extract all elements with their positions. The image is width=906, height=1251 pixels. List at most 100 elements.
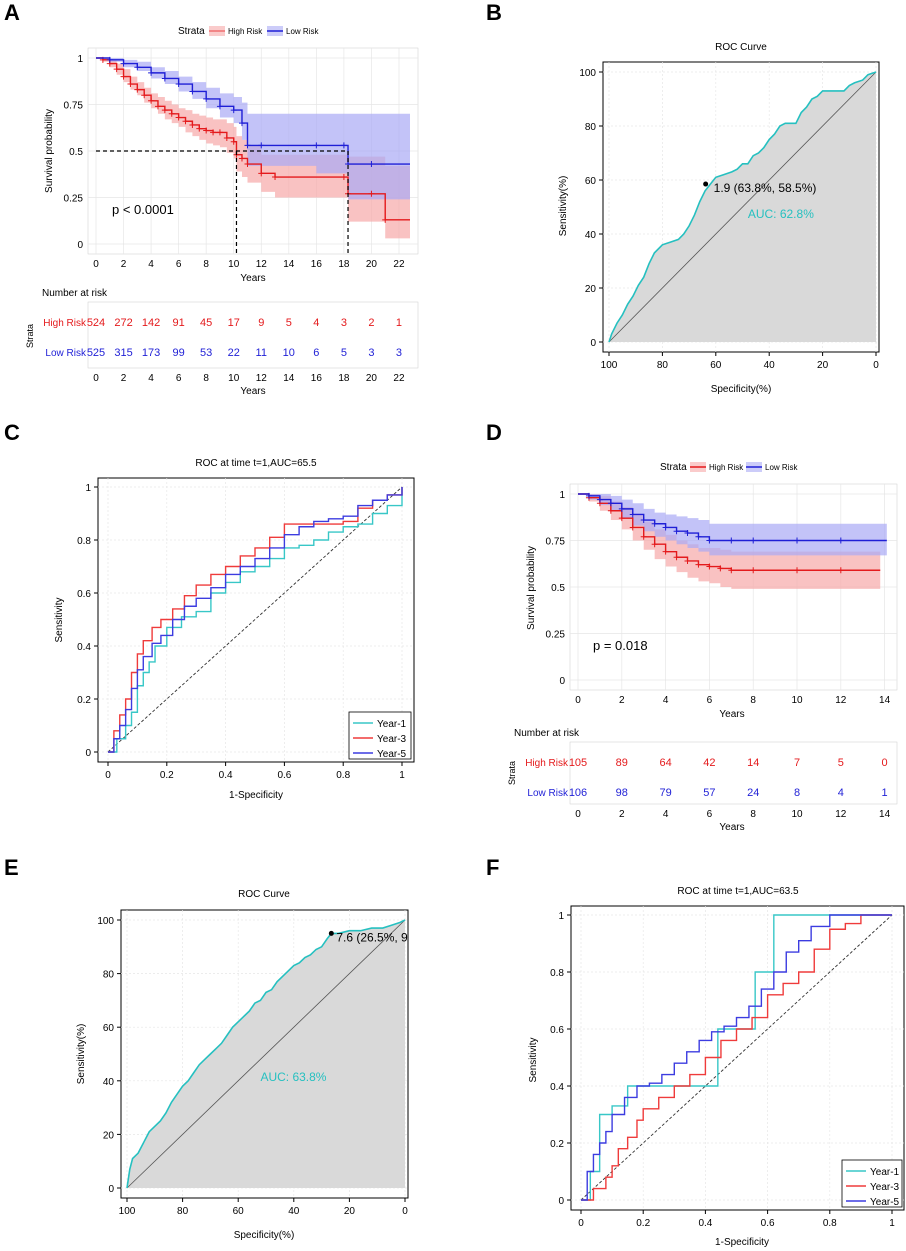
legend-label-f: Year-3 — [870, 1182, 900, 1193]
risk-count-d: 106 — [569, 787, 587, 799]
risk-count-d: 57 — [703, 787, 715, 799]
risk-x-tick-label-a: 12 — [256, 373, 268, 384]
panel-letter-a: A — [4, 0, 20, 25]
censor-mark-a — [134, 64, 141, 71]
median-lines-a — [96, 150, 349, 254]
risk-count-d: 24 — [747, 787, 759, 799]
censor-mark-a — [382, 216, 389, 223]
y-tick-label-a: 1 — [77, 54, 83, 65]
panel-b: ROC Curve 0 20 40 60 80 100 100 80 60 40 20 0 1.9 … — [558, 42, 880, 395]
curves-f — [580, 914, 893, 1201]
censor-mark-a — [368, 190, 375, 197]
censor-mark-a — [203, 95, 210, 102]
censor-mark-a — [106, 56, 113, 63]
x-ticks-d: 0 2 4 6 8 10 12 14 — [575, 695, 890, 706]
censor-mark-a — [120, 73, 127, 80]
censor-mark-a — [272, 174, 279, 181]
y-ticks-c: 0 0.2 0.4 0.6 0.8 1 — [77, 483, 98, 759]
censor-mark-a — [189, 88, 196, 95]
title-f: ROC at time t=1,AUC=63.5 — [677, 886, 799, 897]
y-tick-label-f: 0.6 — [550, 1025, 564, 1036]
auc-b: AUC: 62.8% — [748, 207, 814, 221]
x-ticks-b: 100 80 60 40 20 0 — [601, 352, 879, 371]
censor-mark-a — [216, 103, 223, 110]
y-ticks-e: 0 20 40 60 80 100 — [97, 916, 121, 1195]
panel-letter-b: B — [486, 0, 502, 25]
y-tick-label-f: 0.8 — [550, 968, 564, 979]
panel-letter-e: E — [4, 855, 19, 880]
risk-x-tick-label-a: 0 — [93, 373, 99, 384]
xlabel-f: 1-Specificity — [715, 1237, 769, 1248]
censor-mark-d — [695, 561, 702, 568]
risk-count-d: 79 — [659, 787, 671, 799]
x-tick-label-a: 18 — [338, 259, 350, 270]
x-tick-label-d: 6 — [707, 695, 713, 706]
risk-x-tick-label-a: 22 — [393, 373, 405, 384]
risk-count-d: 98 — [616, 787, 628, 799]
risk-row-label-high-a: High Risk — [43, 318, 87, 329]
x-ticks-f: 0 0.2 0.4 0.6 0.8 1 — [578, 1210, 895, 1229]
y-tick-label-e: 100 — [97, 916, 114, 927]
survival-curve-low-risk-a — [96, 57, 410, 165]
x-tick-label-f: 1 — [889, 1218, 895, 1229]
risk-count-a: 2 — [368, 317, 374, 329]
panel-letter-d: D — [486, 420, 502, 445]
y-tick-label-b: 0 — [590, 338, 596, 349]
ylabel-a: Survival probability — [44, 109, 55, 193]
censor-mark-d — [662, 548, 669, 555]
risk-table-d-xticks: 0 2 4 6 8 10 12 14 — [575, 809, 890, 820]
censor-mark-d — [640, 517, 647, 524]
risk-x-tick-label-a: 6 — [176, 373, 182, 384]
censor-mark-a — [120, 60, 127, 67]
x-tick-label-a: 0 — [93, 259, 99, 270]
y-tick-label-f: 0.4 — [550, 1082, 564, 1093]
censor-mark-a — [223, 134, 230, 141]
x-tick-label-f: 0 — [578, 1218, 584, 1229]
risk-count-d: 42 — [703, 757, 715, 769]
risk-x-tick-label-a: 4 — [148, 373, 154, 384]
title-c: ROC at time t=1,AUC=65.5 — [195, 458, 317, 469]
censor-mark-d — [706, 537, 713, 544]
y-ticks-f: 0 0.2 0.4 0.6 0.8 1 — [550, 911, 571, 1207]
risk-table-a-xticks: 0 2 4 6 8 10 12 14 16 18 20 22 — [93, 373, 405, 384]
risk-table-d-xlabel: Years — [719, 822, 744, 833]
xlabel-d: Years — [719, 709, 744, 720]
censor-mark-a — [175, 81, 182, 88]
auc-e: AUC: 63.8% — [260, 1070, 326, 1084]
legend-c: Year-1 Year-3 Year-5 — [348, 711, 412, 760]
legend-d-low-label: Low Risk — [765, 463, 798, 472]
y-tick-label-c: 1 — [85, 483, 91, 494]
roc-curve-year-5-f — [581, 914, 892, 1201]
legend-a-high-label: High Risk — [228, 27, 263, 36]
x-tick-label-b: 40 — [764, 360, 776, 371]
censor-mark-d — [618, 505, 625, 512]
x-ticks-a: 0 2 4 6 8 10 12 14 16 18 20 22 — [93, 259, 405, 270]
censor-mark-a — [340, 142, 347, 149]
y-tick-label-e: 40 — [103, 1077, 115, 1088]
risk-count-d: 0 — [882, 757, 888, 769]
x-tick-label-d: 8 — [750, 695, 756, 706]
censor-mark-d — [618, 515, 625, 522]
curves-c — [107, 486, 403, 753]
censor-mark-d — [673, 554, 680, 561]
x-tick-label-a: 16 — [311, 259, 323, 270]
censor-mark-d — [717, 565, 724, 572]
risk-x-tick-label-d: 10 — [791, 809, 803, 820]
xlabel-e: Specificity(%) — [234, 1230, 295, 1241]
roc-curve-year-3-c — [108, 487, 403, 753]
ci-band-high-risk-d — [578, 494, 881, 589]
roc-curve-b — [608, 71, 877, 343]
risk-x-tick-label-a: 14 — [283, 373, 295, 384]
ylabel-d: Survival probability — [526, 546, 537, 630]
risk-count-a: 45 — [200, 317, 212, 329]
ylabel-f: Sensitivity — [528, 1037, 539, 1082]
x-tick-label-c: 0.6 — [277, 770, 291, 781]
censor-mark-a — [148, 69, 155, 76]
censor-mark-a — [230, 107, 237, 114]
risk-count-d: 1 — [882, 787, 888, 799]
y-tick-label-d: 1 — [559, 490, 565, 501]
risk-table-a-xlabel: Years — [240, 386, 265, 397]
censor-mark-d — [607, 500, 614, 507]
